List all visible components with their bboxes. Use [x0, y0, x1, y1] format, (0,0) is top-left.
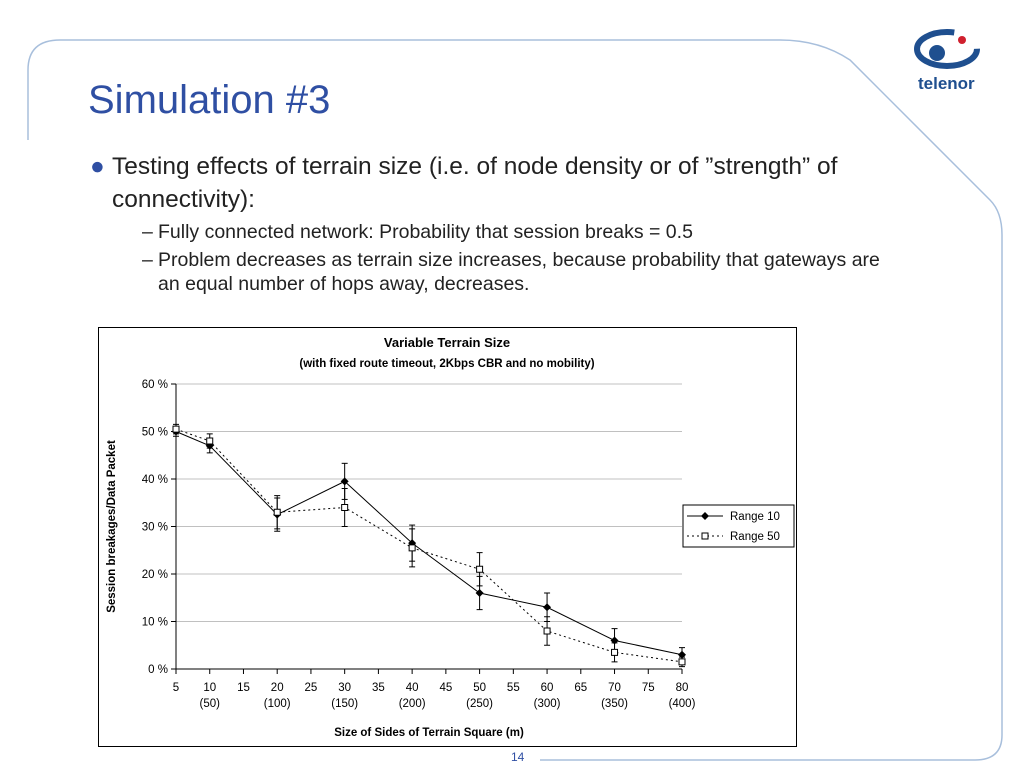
x-sub-tick-label: (350) [601, 698, 628, 710]
legend-marker [701, 532, 709, 540]
chart-container: Variable Terrain Size (with fixed route t… [98, 327, 797, 747]
x-sub-tick-label: (150) [331, 698, 358, 710]
data-point [206, 437, 214, 445]
bullet-item: ● Testing effects of terrain size (i.e. … [90, 150, 880, 216]
sub-bullet-item: – Problem decreases as terrain size incr… [90, 248, 880, 296]
page-number: 14 [511, 750, 525, 764]
x-tick-label: 45 [439, 682, 452, 694]
x-tick-label: 15 [237, 682, 250, 694]
x-sub-tick-label: (100) [264, 698, 291, 710]
x-tick-label: 10 [203, 682, 216, 694]
data-point [543, 627, 551, 635]
data-point [172, 425, 180, 433]
data-point [475, 589, 484, 597]
data-point [678, 658, 686, 666]
y-tick-label: 30 % [142, 522, 168, 534]
x-axis-label: Size of Sides of Terrain Square (m) [334, 727, 524, 739]
x-tick-label: 30 [338, 682, 351, 694]
data-point [341, 504, 349, 511]
x-sub-tick-label: (50) [200, 698, 221, 710]
x-tick-label: 35 [372, 682, 385, 694]
sub-bullet-text: Problem decreases as terrain size increa… [158, 249, 880, 295]
x-tick-label: 25 [305, 682, 318, 694]
data-point [476, 565, 484, 573]
x-tick-label: 55 [507, 682, 520, 694]
y-axis-label: Session breakages/Data Packet [106, 440, 118, 613]
sub-bullet-text: Fully connected network: Probability tha… [158, 221, 693, 243]
y-tick-label: 40 % [142, 474, 168, 486]
x-sub-tick-label: (300) [534, 698, 561, 710]
x-sub-tick-label: (200) [399, 698, 426, 710]
telenor-logo-icon [914, 29, 980, 69]
x-tick-label: 75 [642, 682, 655, 694]
data-point [408, 544, 416, 552]
y-tick-label: 10 % [142, 617, 168, 629]
legend-box [682, 504, 795, 548]
sub-bullet-item: – Fully connected network: Probability t… [90, 220, 880, 244]
x-tick-label: 65 [574, 682, 587, 694]
series-line-2 [175, 428, 683, 663]
line-chart: Variable Terrain Size (with fixed route t… [106, 335, 795, 739]
x-tick-label: 50 [473, 682, 486, 694]
data-point [611, 648, 619, 656]
bullet-list: ● Testing effects of terrain size (i.e. … [90, 150, 880, 296]
legend-label: Range 50 [730, 531, 780, 543]
chart-title: Variable Terrain Size [384, 335, 510, 350]
dash-icon: – [142, 221, 153, 243]
bullet-dot-icon: ● [90, 153, 105, 180]
x-sub-tick-label: (250) [466, 698, 493, 710]
bullet-text: Testing effects of terrain size (i.e. of… [112, 153, 838, 213]
x-tick-label: 40 [406, 682, 419, 694]
dash-icon: – [142, 249, 153, 271]
chart-subtitle: (with fixed route timeout, 2Kbps CBR and… [299, 358, 594, 370]
data-point [543, 603, 552, 612]
x-tick-label: 20 [271, 682, 284, 694]
x-sub-tick-label: (400) [669, 698, 696, 710]
y-tick-label: 20 % [142, 569, 168, 581]
x-tick-label: 80 [676, 682, 689, 694]
brand-name: telenor [918, 74, 975, 93]
y-tick-label: 0 % [148, 664, 168, 676]
data-point [273, 508, 281, 516]
y-tick-label: 60 % [142, 379, 168, 391]
x-tick-label: 5 [173, 682, 179, 694]
slide-title: Simulation #3 [88, 78, 331, 122]
x-tick-label: 60 [541, 682, 554, 694]
y-tick-label: 50 % [142, 427, 168, 439]
x-tick-label: 70 [608, 682, 621, 694]
data-point [340, 477, 349, 486]
legend-label: Range 10 [730, 511, 780, 523]
legend-marker [701, 512, 709, 520]
